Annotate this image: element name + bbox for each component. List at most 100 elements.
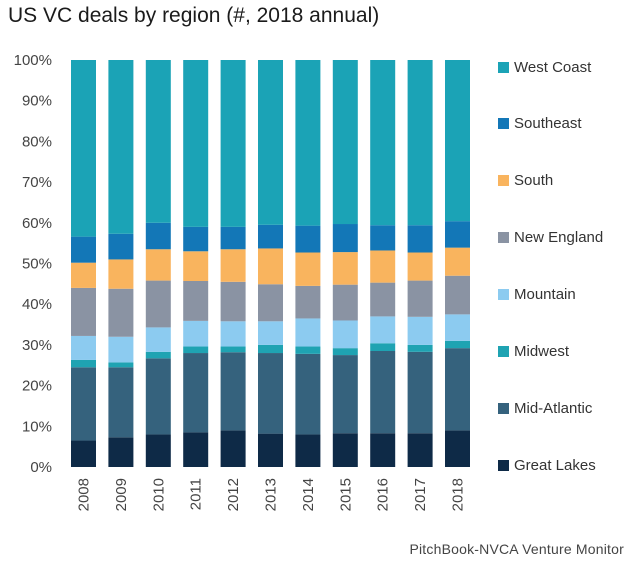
- bar-segment: [183, 346, 209, 354]
- bar-segment: [332, 284, 358, 321]
- legend-swatch: [498, 289, 509, 301]
- y-tick-label: 0%: [30, 459, 52, 476]
- bar-segment: [183, 281, 209, 321]
- legend-item: Mid-Atlantic: [498, 398, 592, 418]
- legend-label: New England: [514, 229, 604, 247]
- bar-segment: [445, 275, 470, 315]
- bar-segment: [332, 433, 358, 467]
- bar-segment: [258, 321, 283, 345]
- bar-segment: [407, 433, 433, 467]
- legend-label: Mountain: [514, 286, 576, 304]
- x-tick-label: 2010: [150, 478, 167, 511]
- y-tick-label: 30%: [22, 337, 52, 354]
- bar-segment: [108, 288, 134, 337]
- bar-segment: [108, 367, 134, 438]
- bar-segment: [445, 221, 470, 248]
- legend-swatch: [498, 346, 509, 357]
- legend-label: Mid-Atlantic: [514, 399, 593, 417]
- bar-segment: [445, 247, 470, 276]
- bar-segment: [258, 60, 283, 225]
- bar-segment: [332, 348, 358, 356]
- y-axis: 0% 10% 20% 30% 40% 50% 60% 70% 80% 90% 100%: [14, 52, 52, 476]
- bar-segment: [407, 60, 433, 226]
- bar-segment: [71, 367, 96, 441]
- y-tick-label: 90%: [22, 93, 52, 110]
- bar-segment: [407, 280, 433, 317]
- bar-segment: [445, 314, 470, 341]
- source-credit: PitchBook-NVCA Venture Monitor: [409, 541, 624, 557]
- bar-segment: [220, 352, 246, 431]
- bar-segment: [258, 284, 283, 322]
- bar-segment: [220, 346, 246, 353]
- legend-label: Great Lakes: [514, 456, 596, 474]
- bar-segment: [108, 233, 134, 260]
- bar-segment: [295, 318, 321, 347]
- bar-segment: [220, 226, 246, 250]
- legend-item: South: [498, 171, 553, 191]
- bars-group: [71, 60, 470, 467]
- legend-swatch: [498, 61, 509, 73]
- bar-segment: [445, 430, 470, 467]
- bar-segment: [220, 321, 246, 347]
- bar-segment: [332, 355, 358, 434]
- bar-segment: [370, 282, 396, 317]
- bar-segment: [145, 280, 171, 328]
- bar-segment: [71, 287, 96, 336]
- bar-segment: [71, 359, 96, 368]
- y-tick-label: 70%: [22, 174, 52, 191]
- y-tick-label: 40%: [22, 296, 52, 313]
- bar-segment: [295, 225, 321, 253]
- bar-segment: [370, 433, 396, 467]
- bar-segment: [258, 344, 283, 354]
- bar-segment: [145, 249, 171, 281]
- bar-segment: [183, 251, 209, 282]
- bar-segment: [407, 351, 433, 434]
- bar-segment: [370, 225, 396, 251]
- x-tick-label: 2009: [113, 478, 130, 511]
- chart-title: US VC deals by region (#, 2018 annual): [8, 4, 380, 27]
- bar-segment: [108, 362, 134, 368]
- bar-segment: [295, 60, 321, 226]
- bar-segment: [145, 358, 171, 435]
- bar-segment: [370, 316, 396, 344]
- legend-swatch: [498, 175, 509, 187]
- bar-segment: [332, 224, 358, 253]
- x-tick-label: 2017: [412, 478, 429, 511]
- y-tick-label: 10%: [22, 418, 52, 435]
- bar-segment: [145, 222, 171, 250]
- bar-segment: [220, 281, 246, 322]
- y-tick-label: 50%: [22, 256, 52, 273]
- bar-segment: [71, 440, 96, 467]
- legend-label: South: [514, 172, 554, 190]
- x-axis: 2008 2009 2010 2011 2012 2013 2014 2015 2016 2017…: [76, 478, 467, 511]
- x-tick-label: 2012: [225, 478, 242, 511]
- bar-segment: [71, 262, 96, 288]
- bar-segment: [445, 60, 470, 222]
- y-tick-label: 60%: [22, 215, 52, 232]
- bar-segment: [295, 353, 321, 435]
- x-tick-label: 2016: [375, 478, 392, 511]
- x-tick-label: 2014: [300, 478, 317, 511]
- bar-segment: [445, 348, 470, 431]
- legend-item: New England: [498, 228, 603, 248]
- legend-swatch: [498, 459, 509, 471]
- bar-segment: [183, 432, 209, 467]
- y-tick-label: 80%: [22, 133, 52, 150]
- bar-segment: [407, 225, 433, 253]
- bar-segment: [183, 226, 209, 252]
- legend-item: West Coast: [498, 57, 591, 77]
- bar-segment: [332, 252, 358, 285]
- bar-segment: [220, 430, 246, 467]
- y-tick-label: 20%: [22, 378, 52, 395]
- bar-segment: [108, 336, 134, 363]
- x-tick-label: 2008: [76, 478, 93, 511]
- legend-label: Southeast: [514, 115, 582, 133]
- bar-segment: [145, 327, 171, 352]
- bar-segment: [220, 60, 246, 227]
- legend-swatch: [498, 232, 509, 244]
- legend-item: Midwest: [498, 342, 569, 362]
- bar-segment: [370, 343, 396, 352]
- legend-label: West Coast: [514, 58, 592, 76]
- bar-segment: [108, 60, 134, 234]
- bar-segment: [370, 351, 396, 434]
